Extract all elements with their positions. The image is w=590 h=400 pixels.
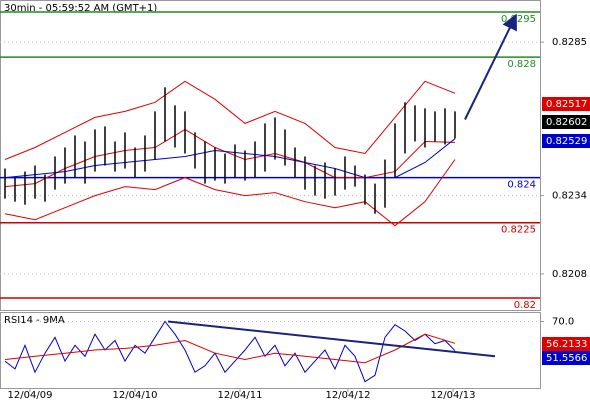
level-label: 0.824 [507, 180, 536, 191]
value-box [542, 351, 590, 365]
y-tick-label: 0.8285 [552, 37, 587, 48]
trendline [167, 320, 496, 358]
level-label: 0.82 [514, 300, 536, 311]
level-label: 0.828 [507, 59, 536, 70]
price-box-label: 0.82517 [546, 99, 587, 110]
chart-title: 30min - 05:59:52 AM (GMT+1) [4, 3, 157, 14]
x-tick-label: 12/04/12 [326, 390, 371, 400]
price-box [542, 97, 590, 111]
price-panel [0, 0, 541, 311]
price-box-label: 0.82529 [546, 136, 587, 147]
rsi-title: RSI14 - 9MA [4, 315, 65, 326]
y-tick-label: 0.8234 [552, 191, 587, 202]
y-tick-label: 70.0 [552, 317, 574, 328]
trendline [464, 13, 517, 120]
price-box [542, 134, 590, 148]
level-label: 0.8225 [501, 225, 536, 236]
value-box [542, 337, 590, 351]
value-box-label: 51.5566 [546, 353, 587, 364]
x-tick-label: 12/04/10 [113, 390, 158, 400]
value-box-label: 56.2133 [546, 339, 587, 350]
band-line [4, 138, 456, 179]
x-tick-label: 12/04/09 [8, 390, 53, 400]
band-line [4, 159, 456, 227]
rsi-panel [0, 312, 541, 389]
level-label: 0.8295 [501, 14, 536, 25]
price-box [542, 115, 590, 129]
band-line [4, 80, 456, 160]
x-tick-label: 12/04/13 [431, 390, 476, 400]
price-box-label: 0.82602 [546, 117, 587, 128]
x-tick-label: 12/04/11 [218, 390, 263, 400]
band-line [4, 128, 456, 188]
y-tick-label: 0.8208 [552, 269, 587, 280]
rsi-line [4, 333, 456, 364]
